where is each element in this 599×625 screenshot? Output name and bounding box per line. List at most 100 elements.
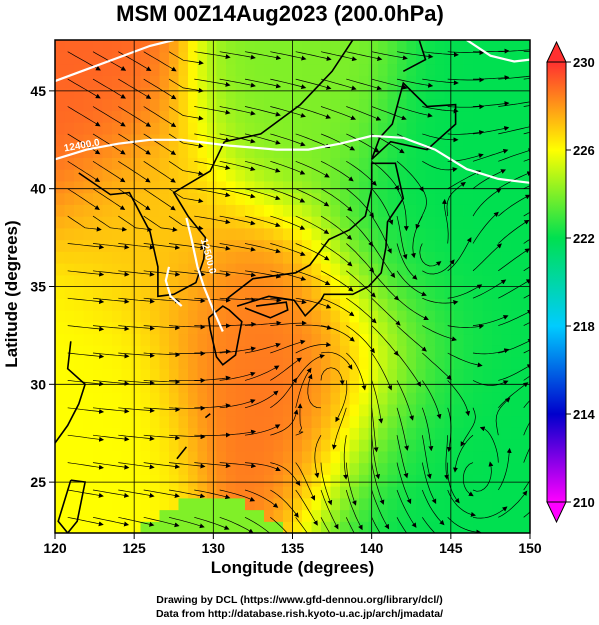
field-cell: [169, 309, 180, 323]
field-cell: [444, 204, 455, 217]
field-cell: [482, 474, 493, 487]
field-cell: [273, 263, 284, 276]
field-cell: [150, 298, 161, 311]
field-cell: [416, 392, 427, 405]
field-cell: [273, 321, 284, 335]
field-cell: [150, 192, 161, 205]
field-cell: [83, 497, 94, 511]
field-cell: [226, 274, 237, 288]
field-cell: [473, 321, 484, 335]
field-cell: [501, 263, 512, 276]
field-cell: [511, 415, 522, 428]
field-cell: [112, 333, 123, 346]
field-cell: [264, 145, 275, 158]
field-cell: [425, 169, 436, 182]
field-cell: [254, 274, 265, 288]
field-cell: [473, 427, 484, 440]
streamline: [447, 104, 485, 110]
field-cell: [359, 216, 370, 229]
field-cell: [131, 427, 142, 440]
field-cell: [131, 216, 142, 229]
field-cell: [492, 392, 503, 405]
streamline: [118, 516, 155, 527]
streamline: [495, 397, 511, 436]
streamline: [479, 426, 499, 463]
field-cell: [159, 286, 170, 299]
field-cell: [511, 192, 522, 205]
field-cell: [311, 98, 322, 112]
field-cell: [321, 309, 332, 323]
field-cell: [93, 86, 104, 100]
streamline: [244, 188, 281, 201]
field-cell: [387, 333, 398, 346]
field-cell: [150, 439, 161, 452]
field-cell: [492, 286, 503, 299]
streamline: [219, 489, 256, 502]
field-cell: [207, 63, 218, 76]
field-cell: [207, 157, 218, 170]
field-cell: [131, 227, 142, 241]
field-cell: [435, 157, 446, 170]
field-cell: [93, 427, 104, 440]
field-cell: [150, 321, 161, 335]
field-cell: [416, 497, 427, 511]
field-cell: [444, 403, 455, 417]
field-cell: [254, 439, 265, 452]
field-cell: [235, 192, 246, 205]
field-cell: [330, 216, 341, 229]
field-cell: [454, 462, 465, 475]
field-cell: [482, 368, 493, 382]
field-cell: [311, 486, 322, 499]
field-cell: [83, 298, 94, 311]
field-cell: [226, 110, 237, 123]
field-cell: [197, 51, 208, 65]
streamline: [194, 297, 231, 303]
field-cell: [178, 86, 189, 100]
field-cell: [188, 309, 199, 323]
colorbar-tick-label: 222: [573, 231, 595, 246]
field-cell: [530, 169, 540, 181]
streamline: [421, 462, 437, 504]
field-cell: [131, 368, 142, 382]
field-cell: [406, 309, 417, 323]
field-cell: [463, 192, 474, 205]
field-cell: [359, 40, 370, 53]
field-cell: [397, 263, 408, 276]
field-cell: [273, 439, 284, 452]
field-cell: [264, 497, 275, 511]
field-cell: [397, 462, 408, 475]
field-cell: [235, 263, 246, 276]
field-cell: [492, 227, 503, 241]
field-cell: [283, 122, 294, 135]
field-cell: [102, 286, 113, 299]
field-cell: [226, 63, 237, 76]
field-cell: [311, 145, 322, 158]
field-cell: [292, 356, 303, 370]
field-cell: [463, 40, 474, 53]
field-cell: [74, 439, 85, 452]
field-cell: [416, 263, 427, 276]
field-cell: [83, 40, 94, 53]
field-cell: [93, 216, 104, 229]
height-contour: [55, 134, 530, 184]
field-cell: [264, 356, 275, 370]
field-cell: [378, 439, 389, 452]
field-cell: [511, 110, 522, 123]
streamline: [444, 435, 449, 480]
field-cell: [121, 427, 132, 440]
field-cell: [359, 356, 370, 370]
field-cell: [235, 157, 246, 170]
field-cell: [463, 227, 474, 241]
streamline: [143, 352, 181, 358]
field-cell: [245, 380, 256, 393]
x-tick-label: 125: [122, 540, 146, 556]
field-cell: [216, 450, 227, 464]
field-cell: [93, 75, 104, 88]
field-cell: [292, 392, 303, 405]
field-cell: [397, 392, 408, 405]
field-cell: [102, 110, 113, 123]
field-cell: [416, 157, 427, 170]
streamline: [295, 297, 332, 309]
field-cell: [482, 40, 493, 53]
field-cell: [131, 86, 142, 100]
